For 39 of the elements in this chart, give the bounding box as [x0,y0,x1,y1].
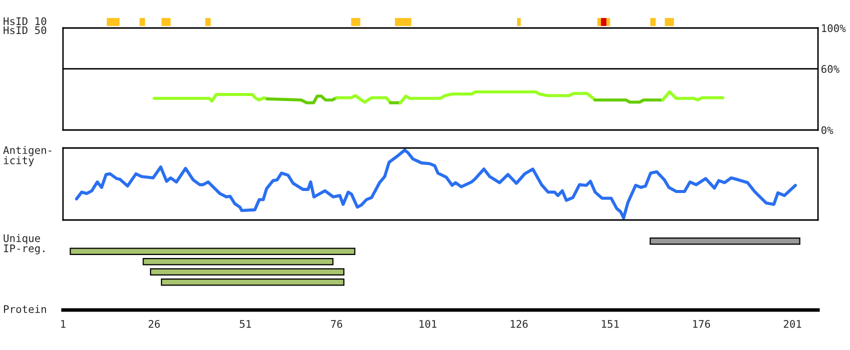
bar [140,18,146,26]
x-tick-label: 1 [61,320,66,328]
line-series [266,94,338,104]
x-tick-label: 51 [240,320,251,328]
bar [597,18,601,26]
y-tick-label: 100% [822,24,846,32]
line-series [152,92,269,103]
y-axis-title: Unique IP-reg. [4,234,44,254]
x-tick-label: 26 [148,320,160,328]
y-axis-title: HsID 10 [4,17,46,26]
line-series [398,90,597,104]
bar [650,237,800,245]
bar [606,18,610,26]
bar [664,18,674,26]
line-series [335,94,392,104]
bar [205,18,211,26]
bar [106,18,120,26]
x-tick-label: 101 [420,320,436,328]
bar [70,248,356,256]
x-tick-label: 176 [693,320,710,328]
bar [394,18,412,26]
y-tick-label: 0% [821,126,834,134]
x-tick-label: 76 [330,320,342,328]
bar [600,18,606,26]
bar [161,18,171,26]
x-tick-label: 126 [510,320,528,328]
bar [160,278,344,286]
bar [150,268,344,276]
y-axis-title: Antigen- icity [3,146,52,166]
x-tick-label: 201 [784,320,802,328]
x-tick-label: 151 [602,320,619,328]
y-axis-title: HsID 50 [4,26,46,34]
bar [517,18,521,26]
bar [351,18,360,26]
y-tick-label: 60% [821,65,840,73]
line-series [661,90,724,102]
x-axis-title: Protein [4,304,46,314]
bar [142,258,334,266]
bar [650,18,656,26]
